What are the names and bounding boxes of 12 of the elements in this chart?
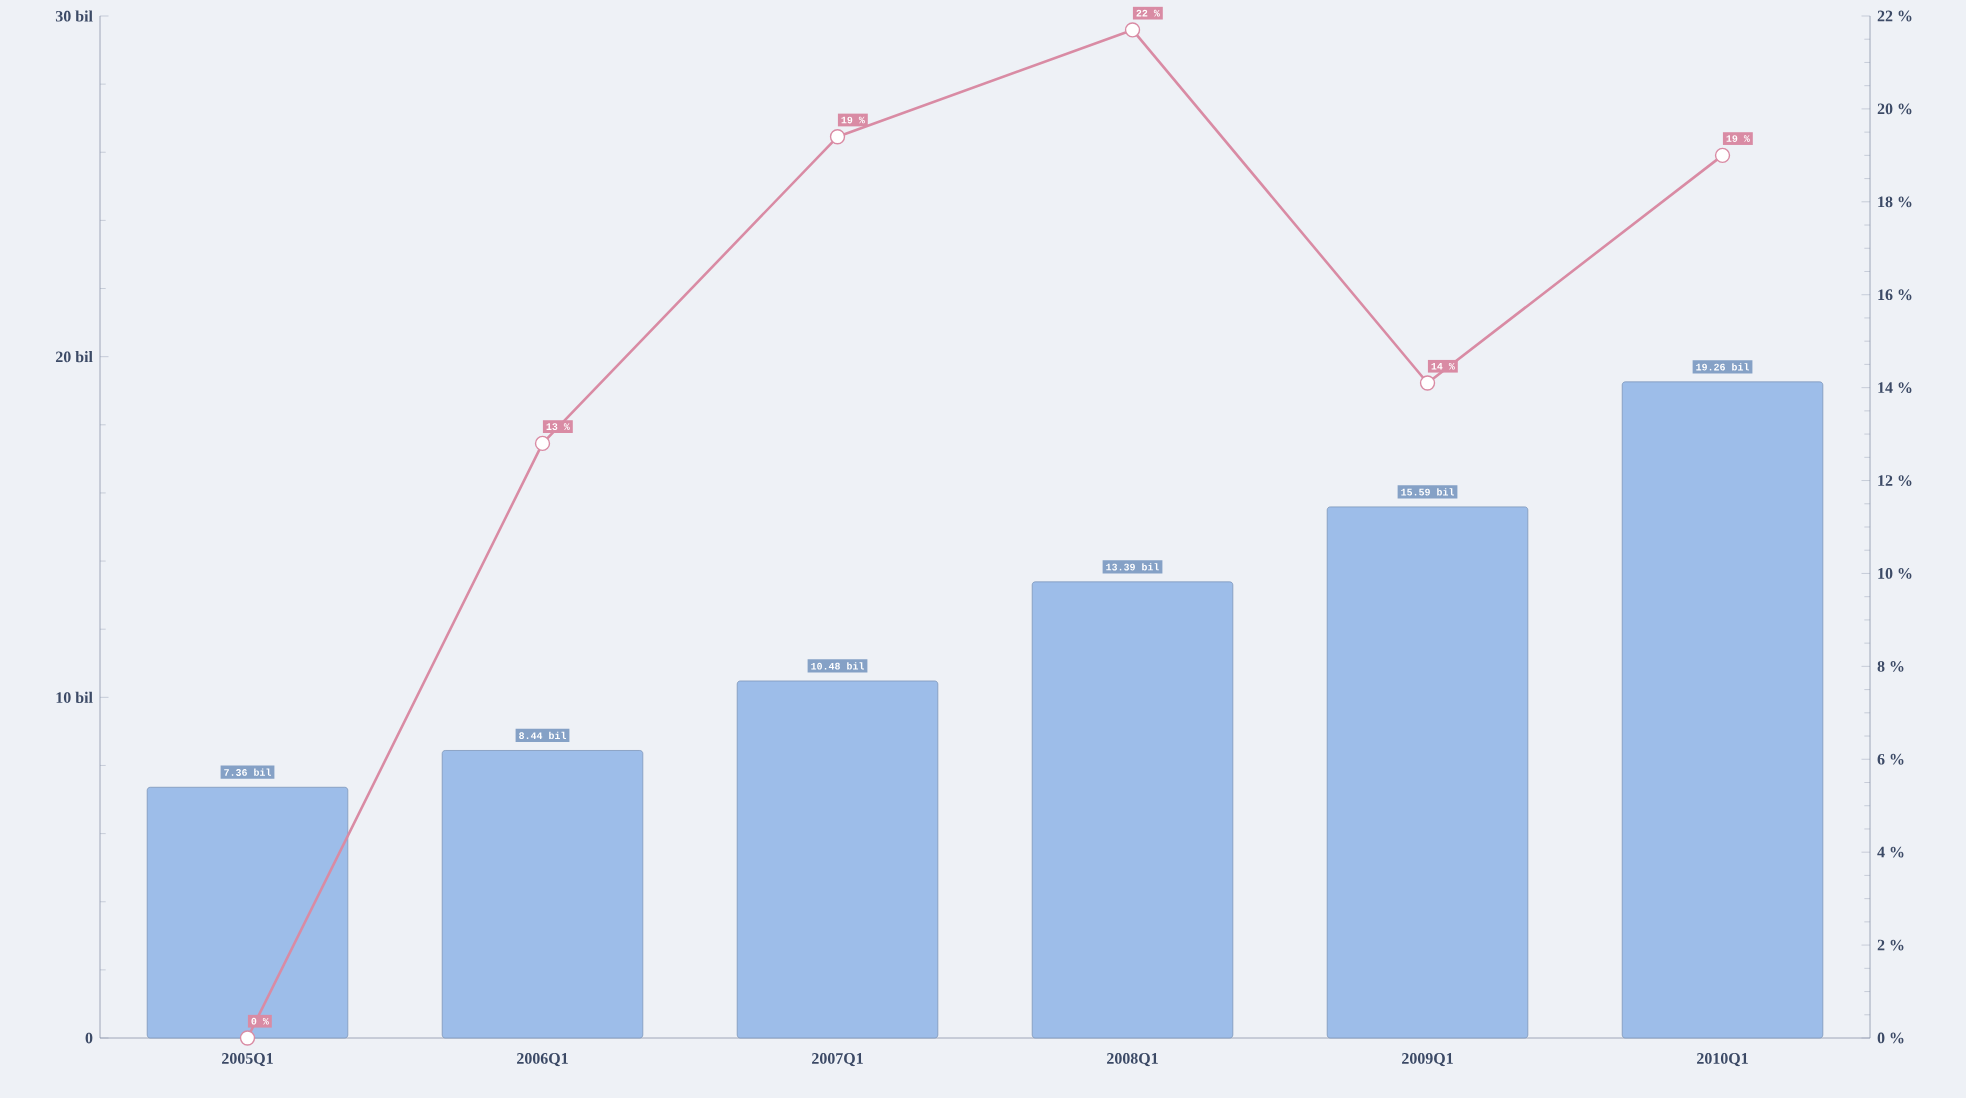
point [829, 129, 846, 145]
bar [1621, 381, 1824, 1039]
bar [736, 680, 939, 1039]
bar [1326, 506, 1529, 1039]
bar [1031, 581, 1234, 1039]
point [239, 1030, 256, 1046]
bar [146, 786, 349, 1039]
bar [441, 750, 644, 1039]
point [1714, 147, 1731, 164]
point [534, 435, 551, 452]
point [1124, 22, 1141, 38]
point [1419, 375, 1436, 391]
